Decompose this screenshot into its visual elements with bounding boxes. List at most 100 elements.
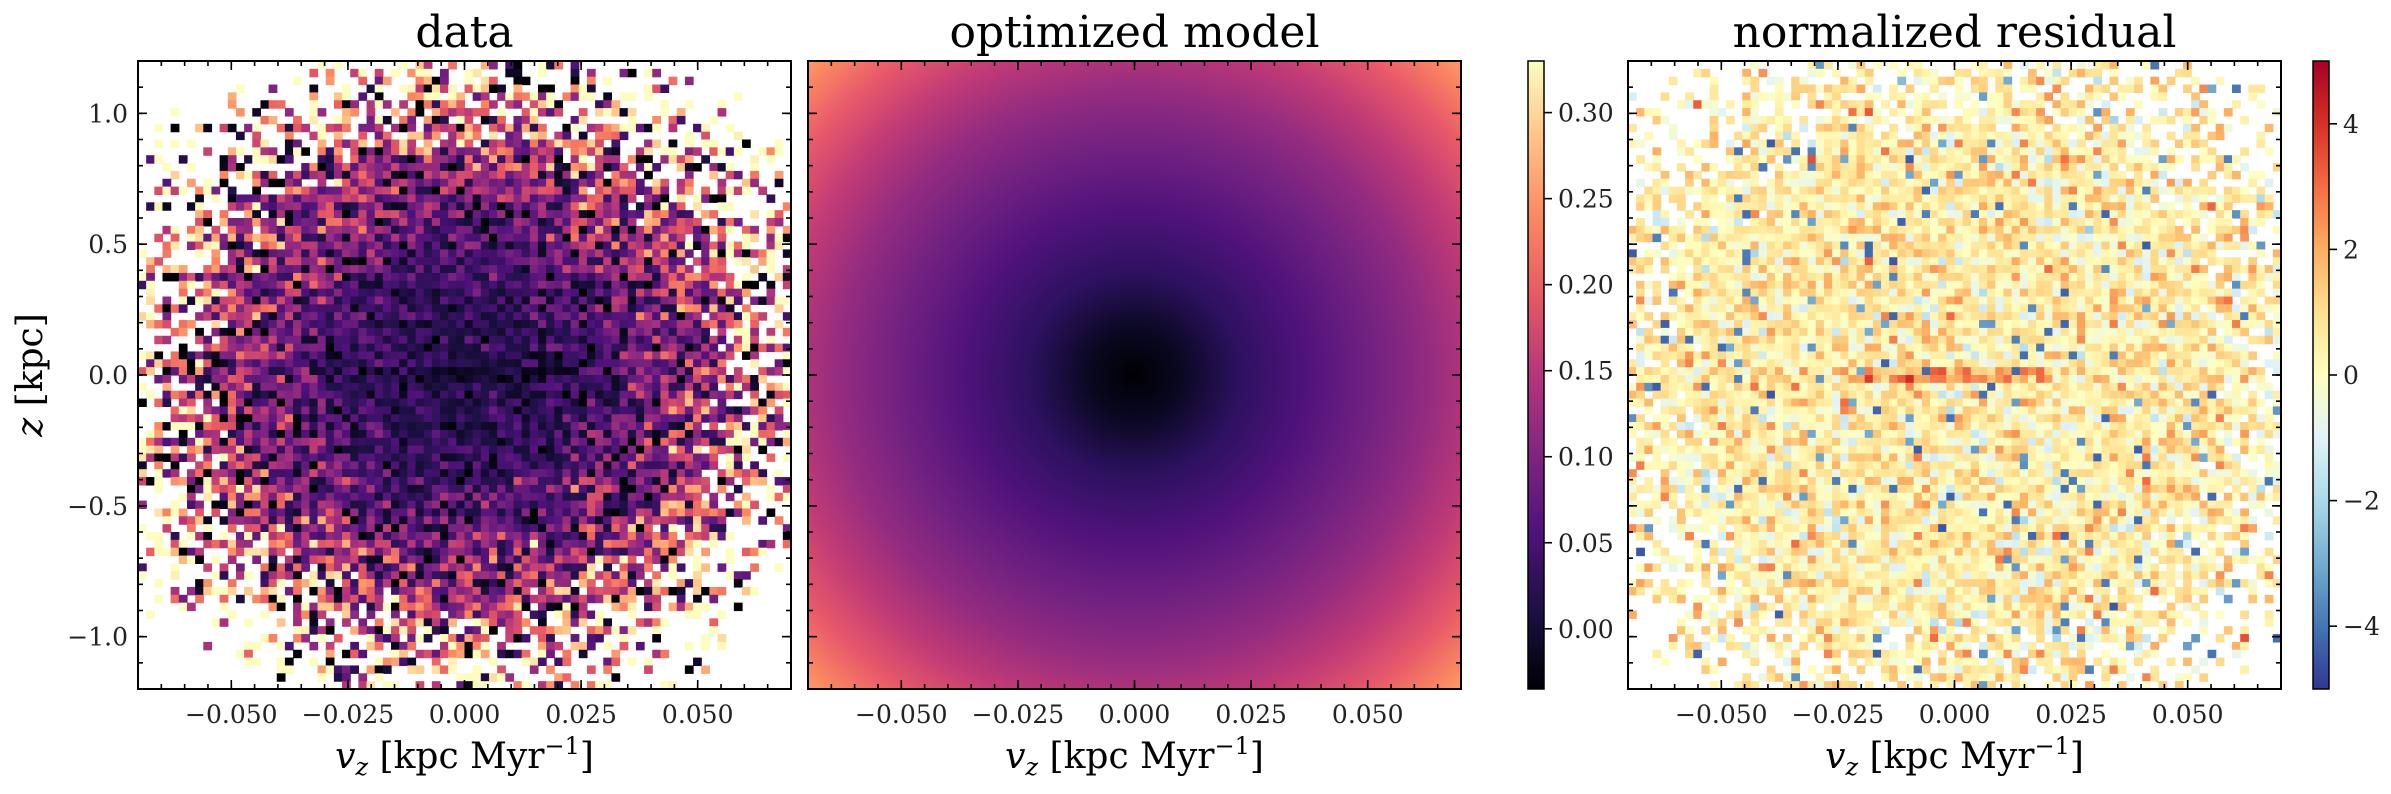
data-bin xyxy=(252,272,262,282)
data-bin xyxy=(211,539,221,549)
data-bin xyxy=(562,367,572,376)
data-bin xyxy=(464,563,474,572)
data-bin xyxy=(244,524,253,533)
data-bin xyxy=(366,304,376,313)
data-bin xyxy=(513,92,523,101)
data-bin xyxy=(309,265,319,274)
data-bin xyxy=(717,163,727,172)
data-bin xyxy=(644,524,653,533)
data-bin xyxy=(554,108,564,117)
data-bin xyxy=(733,288,743,298)
data-bin xyxy=(431,202,441,211)
data-bin xyxy=(342,123,351,133)
data-bin xyxy=(391,68,400,78)
data-bin xyxy=(407,406,417,415)
data-bin xyxy=(562,92,572,101)
data-bin xyxy=(195,375,204,384)
data-bin xyxy=(293,280,302,290)
data-bin xyxy=(472,375,482,384)
data-bin xyxy=(668,453,678,462)
data-bin xyxy=(227,218,237,227)
data-bin xyxy=(235,170,245,180)
data-bin xyxy=(464,508,474,517)
data-bin xyxy=(268,602,278,612)
data-bin xyxy=(586,367,596,376)
data-bin xyxy=(570,202,580,211)
data-bin xyxy=(342,108,351,117)
data-bin xyxy=(513,579,523,588)
data-bin xyxy=(342,563,351,572)
residual-bin xyxy=(2093,68,2103,78)
data-bin xyxy=(431,155,441,164)
data-bin xyxy=(586,233,596,243)
data-bin xyxy=(276,202,286,211)
data-bin xyxy=(480,484,490,494)
data-bin xyxy=(456,492,466,502)
data-bin xyxy=(693,437,702,447)
data-bin xyxy=(546,265,555,274)
data-bin xyxy=(750,320,759,329)
data-bin xyxy=(284,555,294,564)
data-bin xyxy=(317,194,327,203)
data-bin xyxy=(268,241,278,250)
data-bin xyxy=(211,571,221,580)
data-bin xyxy=(317,453,327,462)
data-bin xyxy=(301,524,311,533)
data-bin xyxy=(440,257,449,266)
data-bin xyxy=(644,508,653,517)
data-bin xyxy=(537,178,547,188)
data-bin xyxy=(407,657,417,667)
data-bin xyxy=(301,265,311,274)
data-bin xyxy=(660,532,670,541)
data-bin xyxy=(333,320,343,329)
data-bin xyxy=(513,453,523,462)
data-bin xyxy=(521,461,531,470)
data-bin xyxy=(440,123,449,133)
data-bin xyxy=(521,367,531,376)
data-bin xyxy=(317,547,327,557)
data-bin xyxy=(546,579,555,588)
data-bin xyxy=(546,641,555,651)
data-bin xyxy=(725,225,735,235)
data-bin xyxy=(513,649,523,659)
data-bin xyxy=(276,320,286,329)
data-bin xyxy=(562,586,572,596)
data-bin xyxy=(546,492,555,502)
data-bin xyxy=(529,100,539,109)
data-bin xyxy=(350,210,359,219)
data-bin xyxy=(562,225,572,235)
data-bin xyxy=(668,445,678,455)
data-bin xyxy=(154,123,164,133)
data-bin xyxy=(284,422,294,431)
data-bin xyxy=(562,563,572,572)
data-bin xyxy=(488,288,498,298)
data-bin xyxy=(366,100,376,109)
data-bin xyxy=(276,398,286,407)
data-bin xyxy=(660,320,670,329)
data-bin xyxy=(480,210,490,219)
data-bin xyxy=(603,563,613,572)
data-bin xyxy=(244,312,253,321)
data-bin xyxy=(154,437,164,447)
data-bin xyxy=(717,351,727,360)
residual-bin xyxy=(2085,68,2094,78)
data-bin xyxy=(423,139,433,148)
data-bin xyxy=(717,610,727,619)
data-bin xyxy=(554,131,564,141)
data-bin xyxy=(366,492,376,502)
data-bin xyxy=(399,390,408,400)
data-bin xyxy=(505,178,515,188)
data-bin xyxy=(317,320,327,329)
data-bin xyxy=(717,469,727,478)
data-bin xyxy=(244,359,253,368)
data-bin xyxy=(284,343,294,353)
data-bin xyxy=(635,508,645,517)
data-bin xyxy=(546,84,555,93)
data-bin xyxy=(619,414,629,423)
data-bin xyxy=(235,406,245,415)
data-bin xyxy=(505,202,515,211)
data-bin xyxy=(268,218,278,227)
data-bin xyxy=(505,516,515,525)
data-bin xyxy=(464,68,474,78)
data-bin xyxy=(325,202,335,211)
